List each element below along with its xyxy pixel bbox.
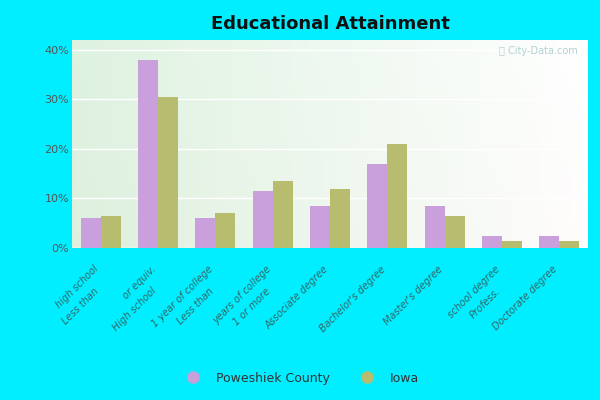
Text: Profess.: Profess. [467, 286, 502, 320]
Bar [138, 60, 158, 248]
Bar [80, 218, 101, 248]
Text: years of college: years of college [211, 264, 272, 326]
Bar [445, 216, 465, 248]
Bar [310, 206, 330, 248]
Text: Bachelor's degree: Bachelor's degree [318, 264, 388, 334]
Text: school degree: school degree [446, 264, 502, 320]
Bar [330, 188, 350, 248]
Text: Less than: Less than [61, 286, 101, 326]
Text: Master's degree: Master's degree [382, 264, 445, 327]
Bar [539, 236, 559, 248]
Text: Less than: Less than [175, 286, 215, 326]
Bar [367, 164, 388, 248]
Text: 1 year of college: 1 year of college [151, 264, 215, 329]
Bar [158, 97, 178, 248]
Bar [559, 240, 580, 248]
Text: 1 or more: 1 or more [232, 286, 272, 327]
Text: high school: high school [54, 264, 101, 310]
Bar [215, 213, 235, 248]
Text: High school: High school [110, 286, 158, 333]
Bar [253, 191, 272, 248]
Text: Associate degree: Associate degree [263, 264, 330, 331]
Bar [272, 181, 293, 248]
Bar [195, 218, 215, 248]
Text: Doctorate degree: Doctorate degree [491, 264, 559, 332]
Bar [482, 236, 502, 248]
Title: Educational Attainment: Educational Attainment [211, 15, 449, 33]
Bar [388, 144, 407, 248]
Bar [425, 206, 445, 248]
Legend: Poweshiek County, Iowa: Poweshiek County, Iowa [176, 367, 424, 390]
Text: Ⓣ City-Data.com: Ⓣ City-Data.com [499, 46, 578, 56]
Bar [101, 216, 121, 248]
Text: or equiv.: or equiv. [121, 264, 158, 301]
Bar [502, 240, 522, 248]
